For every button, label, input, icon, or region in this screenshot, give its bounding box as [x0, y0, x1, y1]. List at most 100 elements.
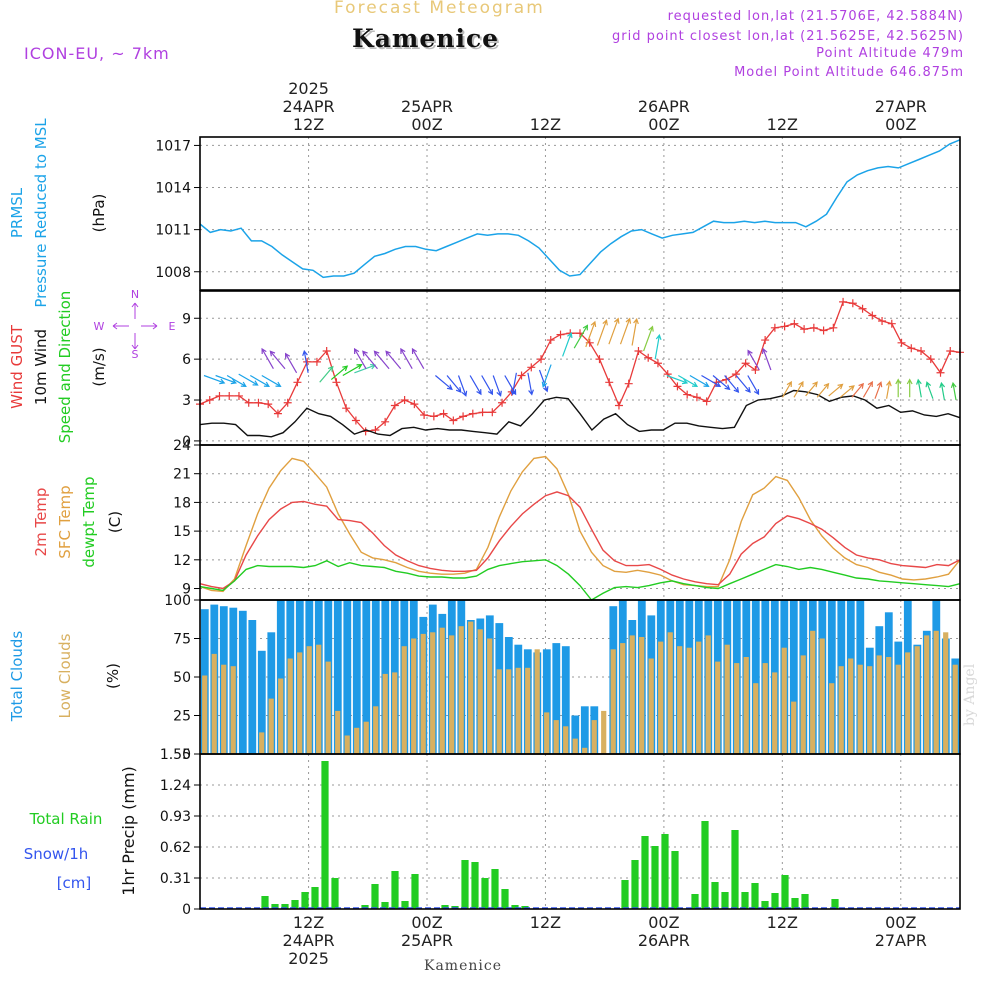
wind-direction-arrow [596, 319, 608, 346]
gust-marker [868, 311, 877, 320]
wind-direction-arrow [330, 365, 349, 381]
y-tick-label: 12 [173, 553, 191, 569]
low-clouds-bar [363, 721, 369, 754]
wind-direction-arrow [816, 382, 830, 398]
y-tick-label: 75 [173, 632, 191, 648]
gust-marker [264, 400, 273, 409]
low-clouds-bar [325, 661, 331, 754]
gust-marker [215, 391, 224, 400]
total-clouds-bar [238, 610, 247, 754]
y-tick-label: 0 [182, 434, 191, 450]
precip-bar [471, 862, 479, 909]
precip-bar [441, 905, 449, 909]
precip-bar [481, 878, 489, 909]
low-clouds-bar [648, 658, 654, 754]
gust-marker [449, 416, 458, 425]
gust-marker [673, 382, 682, 391]
y-tick-label: 9 [182, 582, 191, 598]
low-clouds-bar [696, 641, 702, 754]
dewpt-temp-line [199, 559, 961, 601]
y-tick-label: 0.62 [160, 840, 191, 856]
wind-direction-arrow [469, 375, 482, 396]
low-clouds-bar [639, 637, 645, 754]
wind-direction-arrow [261, 374, 282, 387]
precip-bar [301, 892, 309, 909]
gust-marker [400, 396, 409, 405]
low-clouds-bar [211, 653, 217, 754]
precip-bar [791, 898, 799, 909]
bottom-time-label: 12Z [767, 913, 798, 932]
total-clouds-bar [267, 632, 276, 754]
y-tick-label: 21 [173, 467, 191, 483]
total-clouds-bar [343, 600, 352, 754]
gust-marker [702, 397, 711, 406]
wind-direction-arrow [362, 350, 378, 370]
wind-direction-arrow [342, 364, 363, 377]
wind-direction-arrow [353, 347, 367, 370]
precip-bar [271, 904, 279, 909]
total-clouds-bar [561, 646, 570, 754]
total-clouds-bar [827, 600, 836, 754]
wind-direction-arrow [249, 374, 270, 387]
gust-marker [634, 346, 643, 355]
gust-marker [917, 346, 926, 355]
low-clouds-bar [202, 675, 208, 754]
precip-bar [671, 851, 679, 909]
precip-bar [261, 896, 269, 909]
compass-s: S [132, 348, 139, 361]
gust-label: Wind GUST [8, 324, 26, 409]
low-clouds-bar [914, 646, 920, 754]
gust-marker [683, 390, 692, 399]
gust-marker [478, 408, 487, 417]
low-clouds-bar [525, 667, 531, 754]
low-clouds-bar [506, 669, 512, 754]
gust-marker [731, 370, 740, 379]
gust-marker [653, 359, 662, 368]
top-time-label: 24APR [283, 97, 335, 116]
pressure-line [199, 139, 961, 279]
low-clouds-bar [743, 657, 749, 754]
wind-direction-arrow [492, 375, 502, 397]
total-rain-label: Total Rain [29, 810, 103, 828]
low-clouds-bar [810, 630, 816, 754]
y-tick-label: 1008 [155, 265, 191, 281]
gust-marker [614, 401, 623, 410]
wind-direction-arrow [302, 349, 309, 373]
low-clouds-bar [781, 647, 787, 754]
low-clouds-bar [430, 632, 436, 754]
wind-direction-arrow [643, 325, 654, 352]
low-clouds-bar [658, 641, 664, 754]
wind-direction-arrow [925, 381, 934, 399]
low-clouds-bar [772, 672, 778, 754]
low-clouds-bar [734, 663, 740, 754]
wind-direction-arrow [793, 380, 804, 398]
compass-w: W [94, 320, 105, 333]
wind-direction-arrow [781, 380, 792, 398]
total-clouds-bar [751, 600, 760, 754]
gust-marker [342, 404, 351, 413]
precip-bar [621, 880, 629, 909]
top-time-label: 00Z [411, 115, 442, 134]
point-altitude: Point Altitude 479m [816, 46, 964, 61]
temp-2m-line [199, 491, 961, 590]
footer-location: Kamenice [424, 958, 502, 974]
low-clouds-bar [268, 698, 274, 754]
gust-marker [273, 409, 282, 418]
low-clouds-bar [876, 655, 882, 754]
temp-2m-label: 2m Temp [32, 488, 50, 557]
bottom-time-label: 2025 [288, 949, 329, 968]
low-clouds-bar [867, 666, 873, 754]
gust-marker [936, 368, 945, 377]
gust-marker [829, 323, 838, 332]
wind-direction-arrow [435, 375, 453, 391]
precip-bar [381, 902, 389, 909]
gust-marker [605, 378, 614, 387]
low-clouds-bar [791, 701, 797, 754]
total-clouds-bar [248, 620, 257, 754]
bottom-time-label: 00Z [885, 913, 916, 932]
low-clouds-bar [230, 666, 236, 754]
precip-bar [321, 761, 329, 909]
total-clouds-bar [580, 706, 589, 754]
low-clouds-label: Low Clouds [56, 633, 74, 718]
